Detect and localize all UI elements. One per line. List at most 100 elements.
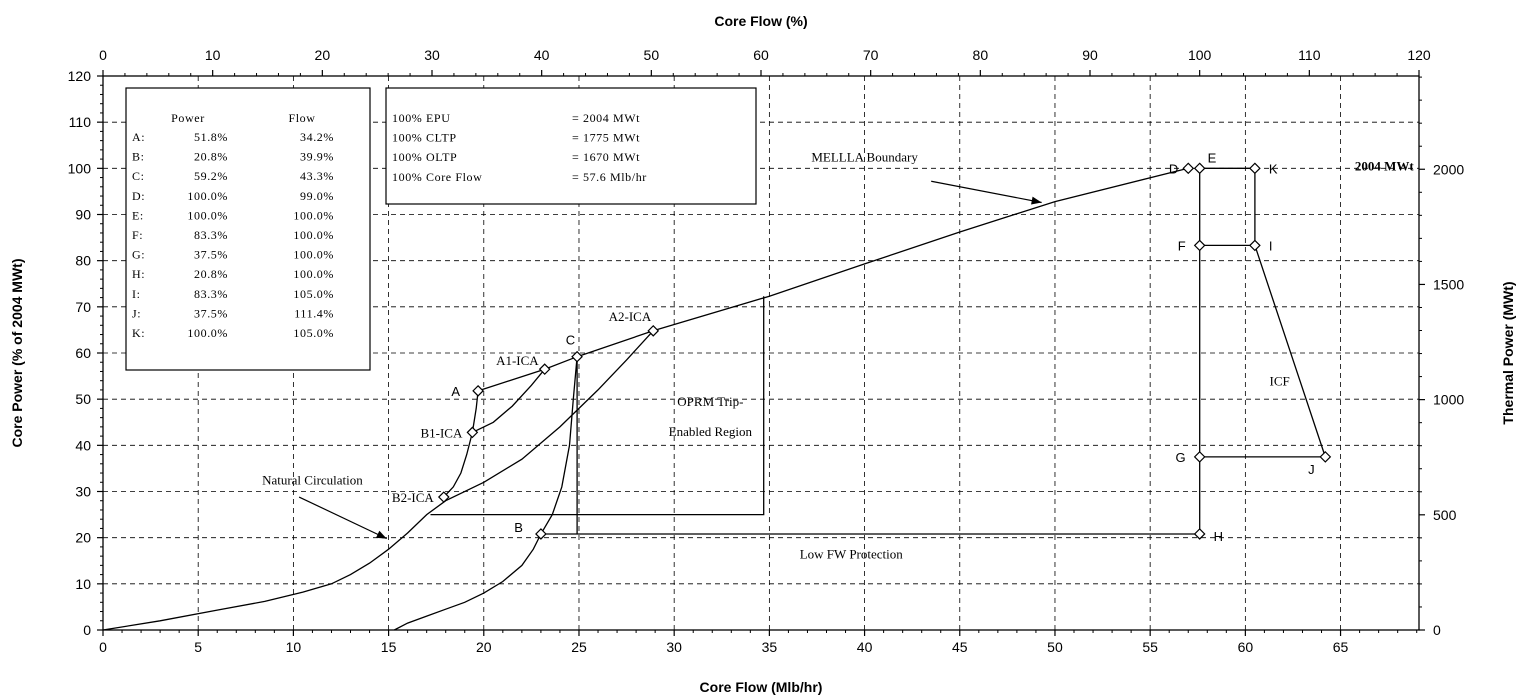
point-label-c: C [566,333,575,348]
series-line-2 [394,356,578,631]
point-label-b: B [514,520,523,535]
table-row-id: E: [132,208,144,222]
left-tick-label: 90 [75,207,91,223]
right-axis-title: Thermal Power (MWt) [1500,281,1516,424]
table-row-power: 20.8% [194,267,228,281]
series-mellla-boundary [477,167,1189,392]
natural-circulation-arrow-shaft [298,496,387,540]
table-row-id: G: [132,248,145,262]
point-label-i: I [1269,238,1273,253]
point-marker-a [472,385,484,397]
table-row-power: 83.3% [194,287,228,301]
reference-name: 100% Core Flow [392,170,482,184]
right-tick-label: 2000 [1433,161,1464,177]
bottom-tick-label: 35 [762,639,778,655]
table-row-flow: 105.0% [293,326,334,340]
bottom-tick-label: 30 [666,639,682,655]
top-tick-label: 20 [315,47,331,63]
power-flow-table: Power Flow A: 51.8% 34.2% B: 20.8% 39.9% C: 59.2%… [125,87,371,371]
top-axis-title: Core Flow (%) [714,13,807,29]
series-line-10 [430,296,765,516]
annotation-enabled-region: Enabled Region [669,424,753,439]
bottom-tick-label: 10 [286,639,302,655]
table-row-flow: 39.9% [300,150,334,164]
right-tick-label: 0 [1433,622,1441,638]
left-tick-label: 120 [68,68,92,84]
point-marker-b2-ica [437,491,450,503]
table-row-flow: 99.0% [300,189,334,203]
series-line-9 [1199,244,1327,458]
point-label-f: F [1178,238,1186,253]
reference-name: 100% CLTP [392,131,457,145]
table-row-id: H: [132,267,145,281]
top-tick-label: 0 [99,47,107,63]
table-header-flow: Flow [288,111,315,125]
reference-value: = 57.6 Mlb/hr [572,170,647,184]
table-row-flow: 100.0% [293,248,334,262]
point-marker-c [571,350,583,363]
table-row-id: J: [132,306,141,320]
point-label-b2-ica: B2-ICA [392,490,435,505]
bottom-tick-label: 55 [1142,639,1158,655]
point-marker-i [1249,239,1261,252]
table-row-flow: 111.4% [294,306,334,320]
series-line-8 [1199,167,1256,246]
bottom-axis-title: Core Flow (Mlb/hr) [700,679,823,695]
point-marker-b [535,528,547,540]
table-row-flow: 100.0% [293,228,334,242]
right-tick-label: 1000 [1433,392,1464,408]
reference-name: 100% EPU [392,111,450,125]
bottom-tick-label: 60 [1238,639,1254,655]
bottom-tick-label: 50 [1047,639,1063,655]
point-marker-b1-ica [466,426,479,439]
table-row-power: 100.0% [187,189,228,203]
left-tick-label: 100 [68,160,92,176]
annotations: MELLLA Boundary Natural Circulation OPRM T… [262,149,1414,561]
bottom-tick-label: 20 [476,639,492,655]
point-label-j: J [1308,462,1315,477]
left-tick-label: 50 [75,391,91,407]
mellla-arrow-shaft [931,180,1042,204]
annotation-natural-circulation: Natural Circulation [262,473,363,488]
series-line-4 [472,368,546,433]
bottom-tick-label: 40 [857,639,873,655]
right-tick-label: 500 [1433,507,1457,523]
power-flow-table-box [125,87,371,371]
annotation-low-fw-protection: Low FW Protection [800,546,904,561]
left-tick-label: 20 [75,530,91,546]
table-row-power: 100.0% [187,208,228,222]
bottom-tick-label: 15 [381,639,397,655]
table-header-power: Power [171,111,205,125]
left-tick-label: 40 [75,437,91,453]
series-line-3 [443,390,479,498]
operating-points: A B C D E F G H I J K A1-ICA A2-ICA B1-ICA B2-ICA [392,150,1332,544]
table-row-id: I: [132,287,141,301]
table-row-id: C: [132,169,145,183]
point-marker-j [1319,451,1332,463]
right-tick-label: 1500 [1433,276,1464,292]
point-label-e: E [1208,150,1217,165]
annotation-icf: ICF [1270,373,1290,388]
left-tick-label: 0 [83,622,91,638]
point-marker-k [1249,162,1261,175]
point-label-a2-ica: A2-ICA [609,309,652,324]
table-row-power: 83.3% [194,228,228,242]
reference-value: = 1670 MWt [572,150,640,164]
point-marker-h [1193,528,1206,540]
table-row-power: 37.5% [194,248,228,262]
left-tick-label: 30 [75,484,91,500]
annotation-oprm-trip-: OPRM Trip- [677,394,743,409]
point-label-b1-ica: B1-ICA [420,425,463,440]
point-marker-g [1193,451,1206,463]
left-tick-label: 70 [75,299,91,315]
table-row-flow: 100.0% [293,267,334,281]
point-label-a: A [451,384,460,399]
top-tick-label: 10 [205,47,221,63]
left-tick-label: 60 [75,345,91,361]
point-marker-a1-ica [538,363,551,376]
table-row-flow: 43.3% [300,169,334,183]
point-label-h: H [1214,529,1223,544]
reference-name: 100% OLTP [392,150,457,164]
bottom-tick-label: 65 [1333,639,1349,655]
table-row-flow: 100.0% [293,208,334,222]
